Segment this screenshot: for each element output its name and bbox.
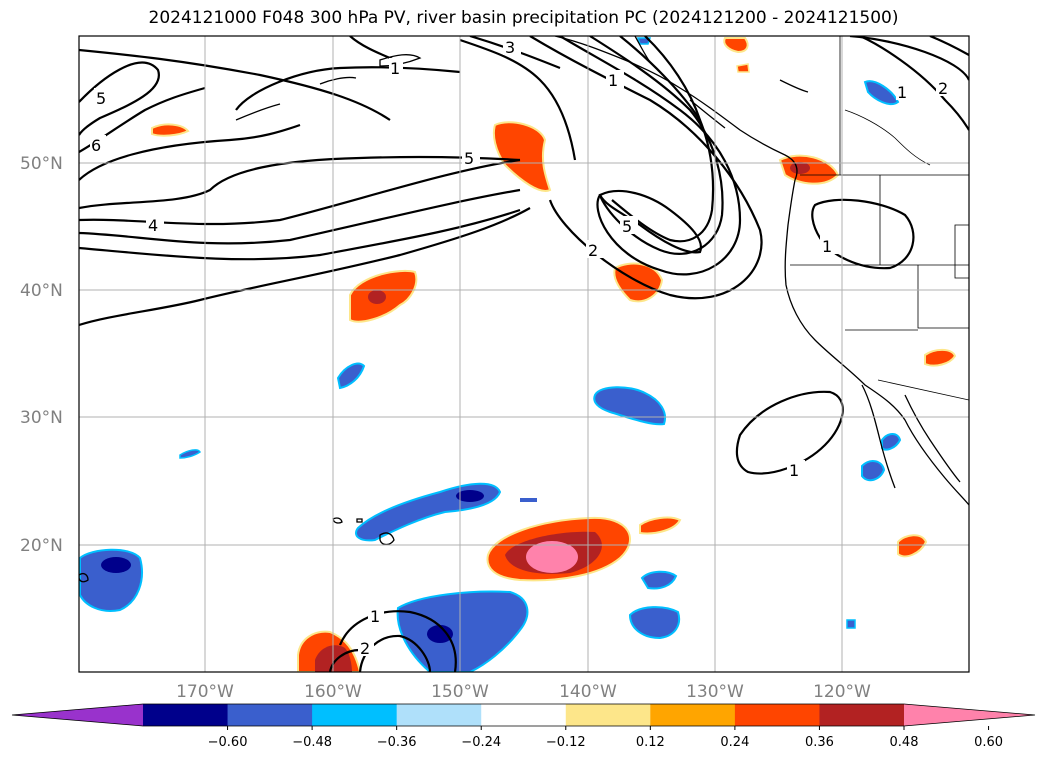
latitude-labels: 50°N 40°N 30°N 20°N [20, 154, 63, 556]
colorbar-segment [143, 704, 229, 726]
colorbar-tick-label: 0.60 [974, 735, 1003, 750]
lon-label: 170°W [176, 682, 234, 702]
contour-label: 1 [608, 71, 618, 90]
lat-label: 20°N [20, 536, 63, 556]
contour-label: 2 [938, 79, 948, 98]
colorbar-segment [312, 704, 398, 726]
colorbar-segment [565, 704, 651, 726]
colorbar-tick-label: 0.24 [720, 735, 749, 750]
lon-label: 120°W [813, 682, 871, 702]
contour-label: 4 [148, 216, 158, 235]
colorbar: −0.60 −0.48 −0.36 −0.24 −0.12 0.12 0.24 0.36 0.4… [11, 703, 1036, 750]
borders [790, 36, 969, 401]
contour-label: 1 [789, 461, 799, 480]
colorbar-tick-label: 0.36 [805, 735, 834, 750]
colorbar-tick-label: −0.36 [377, 735, 417, 750]
pv-contours [79, 36, 969, 672]
colorbar-segment [819, 704, 905, 726]
contour-label: 6 [91, 136, 101, 155]
contour-label: 1 [390, 59, 400, 78]
colorbar-segment [734, 704, 820, 726]
colorbar-segment [396, 704, 482, 726]
lon-label: 150°W [431, 682, 489, 702]
lon-label: 140°W [559, 682, 617, 702]
contour-labels: 5 6 3 1 5 4 5 2 1 2 1 1 1 2 1 [90, 37, 954, 658]
colorbar-outline [11, 703, 1036, 727]
lon-label: 130°W [686, 682, 744, 702]
contour-label: 5 [622, 217, 632, 236]
colorbar-tick-label: −0.24 [461, 735, 501, 750]
contour-label: 2 [360, 639, 370, 658]
contour-label: 1 [897, 83, 907, 102]
coastlines [79, 36, 969, 583]
negative-shading [79, 37, 902, 672]
longitude-labels: 170°W 160°W 150°W 140°W 130°W 120°W [176, 682, 871, 702]
colorbar-tick-label: −0.60 [208, 735, 248, 750]
colorbar-extend-high [904, 704, 1035, 726]
map-frame [78, 35, 970, 673]
colorbar-tick-label: 0.12 [636, 735, 665, 750]
contour-label: 3 [505, 38, 515, 57]
colorbar-segment [650, 704, 736, 726]
colorbar-segment [481, 704, 567, 726]
contour-label: 1 [822, 237, 832, 256]
colorbar-tick-label: 0.48 [890, 735, 919, 750]
lat-label: 30°N [20, 408, 63, 428]
map-title: 2024121000 F048 300 hPa PV, river basin … [148, 8, 899, 28]
lat-label: 50°N [20, 154, 63, 174]
gridlines [79, 36, 969, 672]
colorbar-extend-low [12, 704, 143, 726]
colorbar-tick-label: −0.12 [546, 735, 586, 750]
contour-label: 2 [588, 241, 598, 260]
colorbar-tick-label: −0.48 [292, 735, 332, 750]
contour-label: 1 [370, 607, 380, 626]
lat-label: 40°N [20, 281, 63, 301]
contour-label: 5 [464, 149, 474, 168]
lon-label: 160°W [304, 682, 362, 702]
colorbar-segment [227, 704, 313, 726]
contour-label: 5 [96, 89, 106, 108]
